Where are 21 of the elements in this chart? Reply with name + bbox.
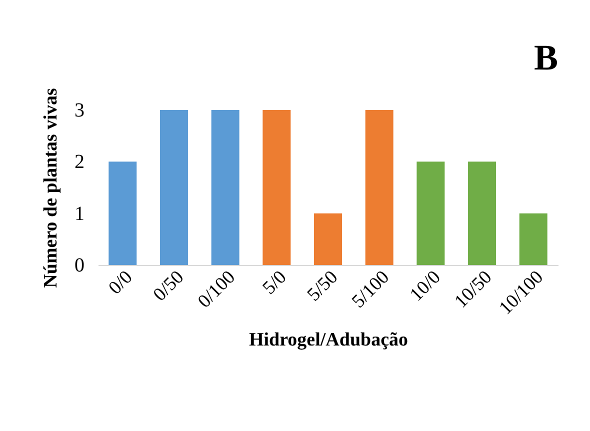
- y-axis-title: Número de plantas vivas: [40, 88, 62, 288]
- bar: [211, 110, 240, 265]
- bar: [108, 162, 137, 265]
- y-tick-label: 1: [74, 202, 84, 225]
- y-tick-label: 2: [74, 151, 84, 174]
- chart-title: B: [534, 38, 558, 78]
- y-tick-label: 0: [74, 254, 84, 276]
- bar: [160, 110, 188, 265]
- x-axis-title: Hidrogel/Adubação: [248, 329, 408, 350]
- x-tick-label: 5/50: [303, 266, 342, 306]
- x-tick-label: 10/0: [406, 266, 445, 306]
- bar: [314, 213, 342, 265]
- bar: [468, 162, 496, 265]
- bar: [416, 162, 445, 265]
- y-tick-label: 3: [74, 100, 84, 122]
- x-tick-label: 0/0: [104, 266, 137, 299]
- bar: [262, 110, 291, 265]
- x-tick-label: 5/0: [258, 266, 291, 299]
- bar: [365, 110, 394, 265]
- x-tick-label: 0/50: [149, 266, 188, 306]
- bar: [519, 213, 548, 265]
